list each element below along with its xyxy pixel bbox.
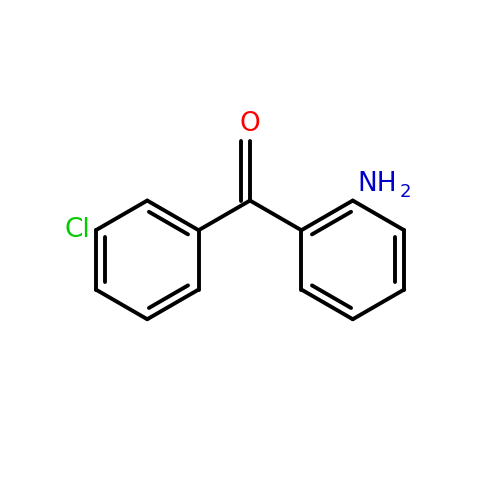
Text: 2: 2 [399, 182, 410, 200]
Text: NH: NH [358, 170, 398, 196]
Text: Cl: Cl [64, 217, 90, 243]
Text: O: O [240, 112, 260, 138]
